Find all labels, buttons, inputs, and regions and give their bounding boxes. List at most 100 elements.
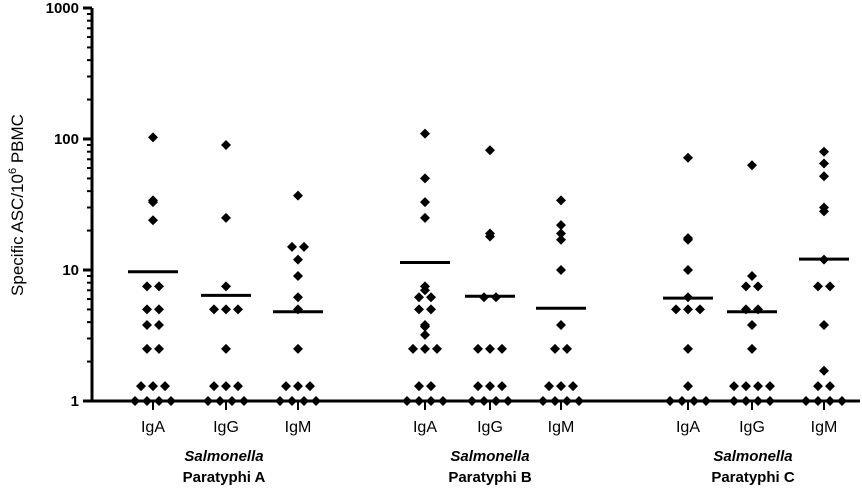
data-point: [473, 381, 483, 392]
data-point: [154, 281, 164, 292]
data-point: [142, 281, 152, 292]
data-point: [293, 292, 303, 303]
data-point: [221, 212, 231, 223]
data-point: [677, 396, 687, 406]
group-label-serovar: Paratyphi A: [183, 469, 266, 486]
category-label: IgG: [739, 419, 765, 436]
data-point: [233, 304, 243, 315]
data-point: [293, 270, 303, 281]
data-point: [221, 281, 231, 292]
group-label-genus: Salmonella: [450, 448, 529, 465]
data-point: [221, 304, 231, 315]
data-point: [166, 396, 176, 406]
data-point: [550, 396, 560, 406]
group-label-genus: Salmonella: [184, 448, 263, 465]
axes: [83, 6, 860, 410]
y-tick-label: 100: [54, 131, 79, 148]
data-point: [148, 381, 158, 392]
data-point: [142, 343, 152, 354]
data-point: [556, 234, 566, 245]
data-point: [293, 190, 303, 201]
data-point: [747, 160, 757, 171]
data-point: [765, 381, 775, 392]
data-point: [148, 215, 158, 226]
category-label: IgA: [141, 419, 165, 436]
data-point: [215, 396, 225, 406]
data-point: [203, 396, 213, 406]
category-label: IgM: [811, 419, 838, 436]
data-point: [408, 343, 418, 354]
data-point: [426, 381, 436, 392]
group-label-serovar: Paratyphi B: [448, 469, 532, 486]
data-point: [683, 234, 693, 245]
data-point: [741, 281, 751, 292]
data-point: [819, 320, 829, 331]
data-point: [221, 381, 231, 392]
data-point: [311, 396, 321, 406]
data-point: [420, 285, 430, 296]
data-point: [741, 381, 751, 392]
data-point: [420, 321, 430, 332]
data-point: [299, 241, 309, 252]
data-point: [497, 343, 507, 354]
data-point: [837, 396, 847, 406]
data-point: [753, 396, 763, 406]
data-point: [142, 304, 152, 315]
data-point: [503, 396, 513, 406]
data-point: [130, 396, 140, 406]
data-point: [753, 281, 763, 292]
data-point: [813, 281, 823, 292]
data-point: [556, 381, 566, 392]
data-point: [426, 396, 436, 406]
data-point: [765, 396, 775, 406]
data-point: [142, 320, 152, 331]
data-point: [414, 292, 424, 303]
data-point: [538, 396, 548, 406]
data-point: [491, 396, 501, 406]
data-point: [148, 132, 158, 143]
data-point: [819, 171, 829, 182]
labels: 1 10 100 1000 Specific ASC/106 PBMC IgA IgG IgM…: [7, 0, 837, 486]
data-point: [414, 304, 424, 315]
data-point: [695, 304, 705, 315]
data-point: [293, 381, 303, 392]
data-point: [209, 304, 219, 315]
data-point: [683, 343, 693, 354]
data-point: [556, 195, 566, 206]
y-axis-title-tail: PBMC: [8, 114, 27, 168]
data-point: [293, 254, 303, 265]
data-point: [574, 396, 584, 406]
data-point: [747, 270, 757, 281]
data-point: [154, 320, 164, 331]
data-point: [299, 396, 309, 406]
data-point: [227, 396, 237, 406]
data-point: [813, 381, 823, 392]
data-point: [729, 396, 739, 406]
y-tick-label: 1000: [46, 0, 79, 17]
data-point: [467, 396, 477, 406]
data-point: [741, 396, 751, 406]
data-point: [160, 381, 170, 392]
data-point: [683, 381, 693, 392]
data-point: [420, 329, 430, 340]
data-point: [287, 396, 297, 406]
y-tick-label: 1: [71, 393, 79, 410]
data-point: [287, 241, 297, 252]
data-point: [819, 206, 829, 217]
category-label: IgA: [676, 419, 700, 436]
data-point: [414, 381, 424, 392]
y-tick-label: 10: [62, 262, 79, 279]
y-axis-title: Specific ASC/106 PBMC: [7, 114, 27, 296]
data-point: [701, 396, 711, 406]
data-point: [753, 381, 763, 392]
data-point: [293, 343, 303, 354]
data-point: [281, 381, 291, 392]
data-point: [813, 396, 823, 406]
data-point: [825, 281, 835, 292]
data-point: [544, 381, 554, 392]
data-point: [154, 304, 164, 315]
data-point: [819, 365, 829, 376]
data-point: [562, 343, 572, 354]
data-point: [239, 396, 249, 406]
